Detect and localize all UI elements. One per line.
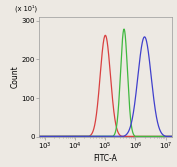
X-axis label: FITC-A: FITC-A — [93, 154, 117, 163]
Text: (x 10¹): (x 10¹) — [15, 4, 37, 12]
Y-axis label: Count: Count — [11, 65, 20, 88]
